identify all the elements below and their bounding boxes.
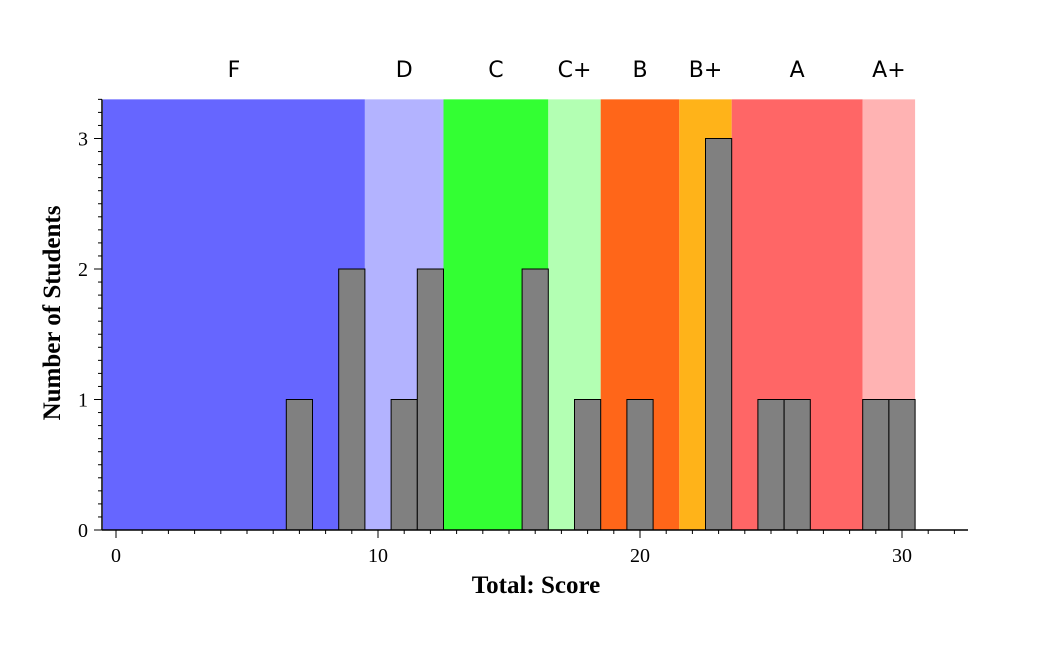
y-tick-label-0: 0 (78, 520, 88, 542)
bar-6 (626, 399, 654, 531)
grade-band-label-2: C (488, 58, 503, 83)
y-tick-label-3: 3 (78, 129, 88, 151)
grade-band-label-7: A+ (872, 58, 905, 83)
x-axis-title: Total: Score (472, 572, 600, 599)
bar-3 (416, 268, 444, 531)
x-tick-label-10: 10 (368, 545, 388, 567)
y-tick-label-2: 2 (78, 259, 88, 281)
y-tick-label-1: 1 (78, 390, 88, 412)
x-tick-label-0: 0 (111, 545, 121, 567)
axes: 0 10 20 30 0 1 2 3 (78, 98, 968, 567)
grade-band-labels: F D C C+ B B+ A A+ (228, 58, 906, 83)
grade-band-label-6: A (790, 58, 805, 83)
bar-7 (705, 138, 733, 531)
bar-11 (888, 399, 916, 531)
bar-5 (574, 399, 602, 531)
grade-band-label-3: C+ (558, 58, 592, 83)
y-axis-title: Number of Students (39, 205, 66, 420)
bar-9 (783, 399, 811, 531)
bar-2 (390, 399, 418, 531)
grade-band-label-1: D (396, 58, 413, 83)
x-tick-label-20: 20 (630, 545, 650, 567)
grade-band-label-0: F (228, 58, 241, 83)
bar-1 (338, 268, 366, 531)
bar-4 (521, 268, 549, 531)
x-tick-label-30: 30 (892, 545, 912, 567)
bar-10 (862, 399, 890, 531)
grade-band-0 (102, 99, 365, 530)
grade-band-label-5: B+ (689, 58, 723, 83)
bar-8 (757, 399, 785, 531)
grade-band-label-4: B (632, 58, 647, 83)
histogram-bars (285, 138, 916, 531)
bar-0 (285, 399, 313, 531)
